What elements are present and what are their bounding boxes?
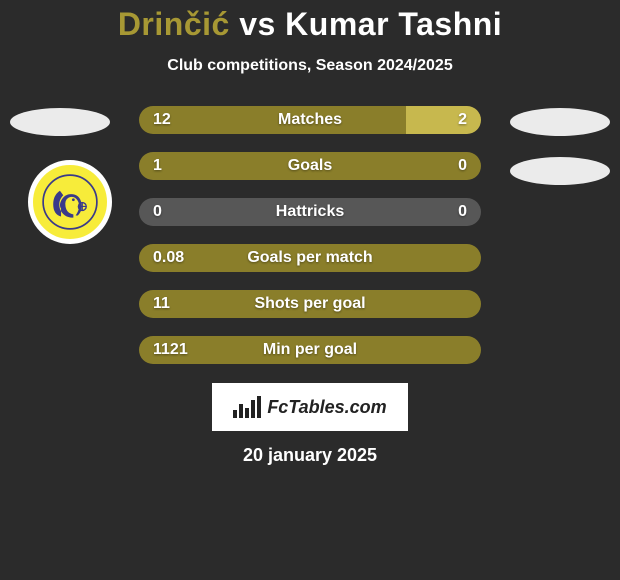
- player2-name: Kumar Tashni: [285, 6, 502, 42]
- logo-box: FcTables.com: [212, 383, 408, 431]
- stat-bars: 12 Matches 2 1 Goals 0 0 Hattricks 0 0.08 Goals pe…: [138, 105, 482, 381]
- bar-p2: [406, 106, 481, 134]
- vs-text: vs: [239, 6, 276, 42]
- stat-p1-value: 11: [153, 295, 170, 313]
- stat-p1-value: 12: [153, 111, 171, 129]
- player2-avatar-placeholder: [510, 108, 610, 136]
- stat-row: 0 Hattricks 0: [138, 197, 482, 227]
- bars-icon: [233, 396, 261, 418]
- page-title: Drinčić vs Kumar Tashni: [0, 0, 620, 43]
- stat-label: Goals per match: [247, 249, 372, 267]
- content-area: 12 Matches 2 1 Goals 0 0 Hattricks 0 0.08 Goals pe…: [0, 105, 620, 375]
- player2-club-placeholder: [510, 157, 610, 185]
- stat-row: 12 Matches 2: [138, 105, 482, 135]
- stat-p1-value: 1121: [153, 341, 188, 359]
- player1-club-badge: [28, 160, 112, 244]
- stat-row: 11 Shots per goal: [138, 289, 482, 319]
- stat-p1-value: 0.08: [153, 249, 184, 267]
- subtitle: Club competitions, Season 2024/2025: [0, 57, 620, 75]
- stat-label: Matches: [278, 111, 342, 129]
- stat-row: 1 Goals 0: [138, 151, 482, 181]
- stat-row: 1121 Min per goal: [138, 335, 482, 365]
- player1-avatar-placeholder: [10, 108, 110, 136]
- stat-p1-value: 0: [153, 203, 162, 221]
- elephant-icon: [42, 174, 98, 230]
- stat-label: Min per goal: [263, 341, 357, 359]
- stat-p1-value: 1: [153, 157, 162, 175]
- stat-p2-value: 0: [458, 157, 467, 175]
- stat-row: 0.08 Goals per match: [138, 243, 482, 273]
- comparison-card: Drinčić vs Kumar Tashni Club competition…: [0, 0, 620, 580]
- stat-label: Hattricks: [276, 203, 344, 221]
- stat-p2-value: 2: [458, 111, 467, 129]
- stat-p2-value: 0: [458, 203, 467, 221]
- logo-text: FcTables.com: [267, 397, 386, 418]
- player1-name: Drinčić: [118, 6, 230, 42]
- stat-label: Shots per goal: [254, 295, 365, 313]
- stat-label: Goals: [288, 157, 332, 175]
- date-text: 20 january 2025: [0, 445, 620, 466]
- bar-p1: [139, 106, 406, 134]
